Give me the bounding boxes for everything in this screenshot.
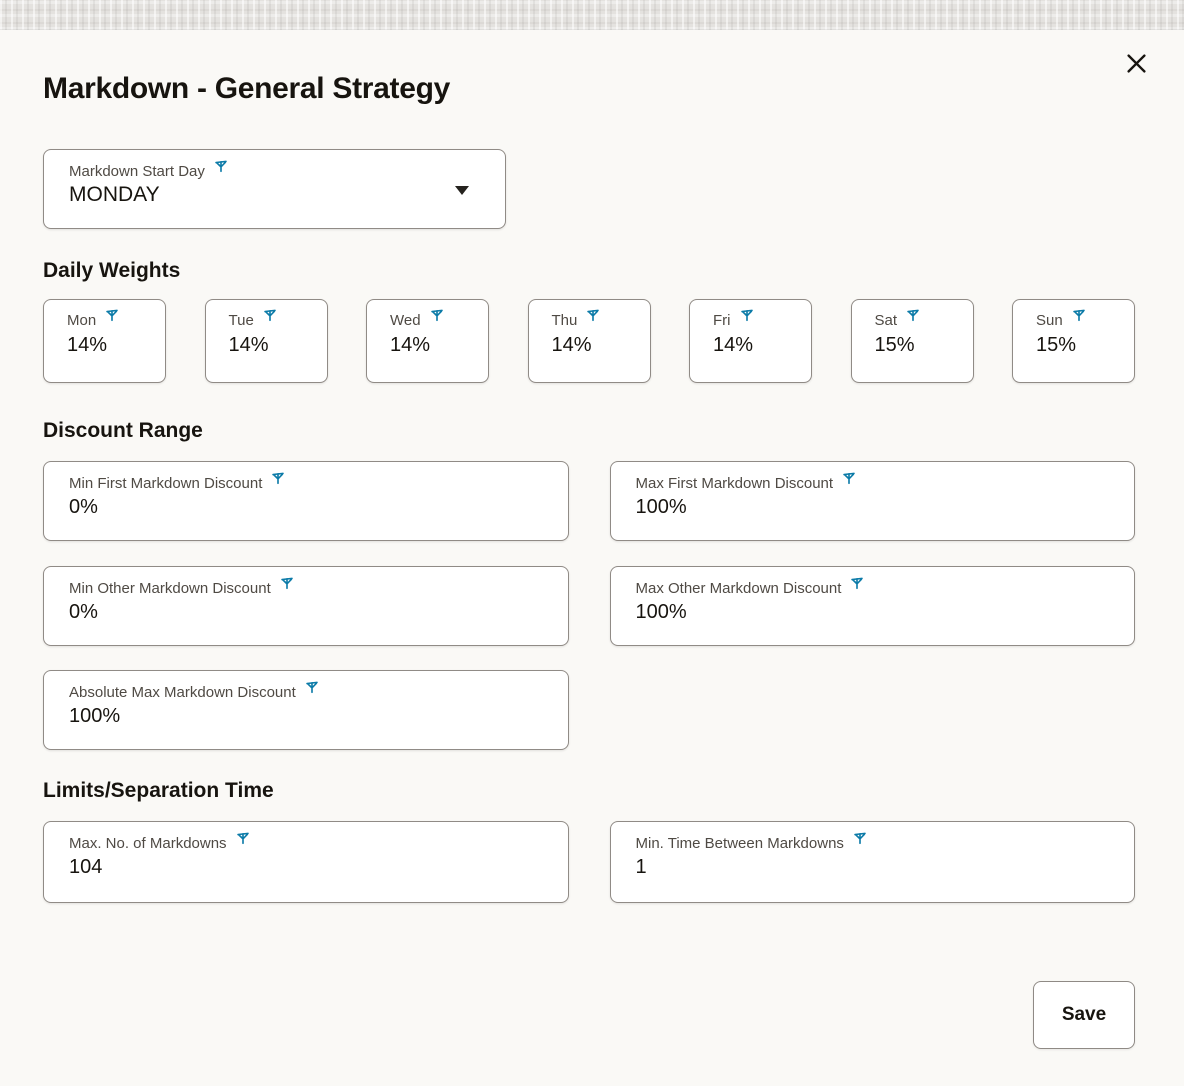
field-value: 100% — [69, 705, 121, 727]
weight-label: Wed — [390, 312, 421, 329]
min-other-markdown-discount-field[interactable]: Min Other Markdown Discount 0% — [43, 566, 569, 646]
weight-value: 14% — [67, 334, 108, 356]
empty-grid-cell — [610, 670, 1136, 750]
weight-field-tue[interactable]: Tue 14% — [204, 299, 328, 383]
markdown-start-day-select[interactable]: Markdown Start Day MONDAY — [43, 149, 506, 229]
weight-field-wed[interactable]: Wed 14% — [366, 299, 489, 383]
page-background-texture — [0, 0, 1184, 30]
field-value: 100% — [635, 496, 687, 518]
dialog-footer: Save — [43, 981, 1135, 1049]
markdown-start-day-label: Markdown Start Day — [69, 163, 205, 180]
weight-field-mon[interactable]: Mon 14% — [43, 299, 166, 383]
field-value: 100% — [635, 601, 687, 623]
weight-label: Fri — [713, 312, 731, 329]
max-first-markdown-discount-field[interactable]: Max First Markdown Discount 100% — [609, 461, 1135, 541]
weight-value: 14% — [390, 334, 431, 356]
max-no-of-markdowns-field[interactable]: Max. No. of Markdowns 104 — [43, 821, 569, 903]
field-value: 1 — [635, 856, 647, 878]
field-label: Min Other Markdown Discount — [69, 580, 271, 597]
required-icon — [106, 309, 118, 322]
field-value: 0% — [69, 496, 98, 518]
weight-value: 15% — [1036, 334, 1077, 356]
weight-field-sat[interactable]: Sat 15% — [850, 299, 974, 383]
required-icon — [215, 160, 227, 173]
discount-range-heading: Discount Range — [43, 419, 203, 442]
absolute-max-markdown-discount-field[interactable]: Absolute Max Markdown Discount 100% — [43, 670, 569, 750]
required-icon — [1072, 309, 1085, 322]
close-button[interactable] — [1122, 49, 1150, 77]
weight-label: Tue — [228, 312, 254, 329]
required-icon — [236, 832, 249, 845]
max-other-markdown-discount-field[interactable]: Max Other Markdown Discount 100% — [609, 566, 1135, 646]
limits-row: Max. No. of Markdowns 104 Min. Time Betw… — [43, 821, 1135, 903]
weight-value: 14% — [713, 334, 754, 356]
min-time-between-markdowns-field[interactable]: Min. Time Between Markdowns 1 — [609, 821, 1135, 903]
field-label: Absolute Max Markdown Discount — [69, 684, 296, 701]
required-icon — [854, 832, 866, 845]
field-value: 0% — [69, 601, 98, 623]
field-label: Max First Markdown Discount — [635, 475, 834, 492]
page-title: Markdown - General Strategy — [43, 72, 451, 105]
required-icon — [843, 472, 855, 485]
field-label: Min. Time Between Markdowns — [635, 835, 844, 852]
close-icon — [1126, 53, 1146, 73]
weight-label: Thu — [551, 312, 578, 329]
weight-label: Sat — [874, 312, 898, 329]
field-label: Min First Markdown Discount — [69, 475, 263, 492]
field-label: Max. No. of Markdowns — [69, 835, 227, 852]
field-value: 104 — [69, 856, 103, 878]
save-button[interactable]: Save — [1033, 981, 1135, 1049]
weight-field-fri[interactable]: Fri 14% — [689, 299, 812, 383]
required-icon — [272, 472, 285, 485]
daily-weights-heading: Daily Weights — [43, 259, 181, 282]
weight-label: Mon — [67, 312, 97, 329]
discount-range-row-2: Min Other Markdown Discount 0% Max Other… — [43, 566, 1135, 646]
weight-value: 14% — [551, 334, 592, 356]
weight-field-sun[interactable]: Sun 15% — [1012, 299, 1135, 383]
discount-range-row-1: Min First Markdown Discount 0% Max First… — [43, 461, 1135, 541]
markdown-start-day-value: MONDAY — [69, 183, 160, 206]
chevron-down-icon — [455, 186, 469, 195]
required-icon — [587, 309, 600, 322]
required-icon — [280, 577, 293, 590]
markdown-general-strategy-dialog: Markdown - General Strategy Markdown Sta… — [0, 30, 1184, 1086]
required-icon — [264, 309, 276, 322]
weight-field-thu[interactable]: Thu 14% — [527, 299, 651, 383]
required-icon — [305, 681, 318, 694]
min-first-markdown-discount-field[interactable]: Min First Markdown Discount 0% — [43, 461, 569, 541]
required-icon — [430, 309, 443, 322]
field-label: Max Other Markdown Discount — [635, 580, 842, 597]
limits-separation-time-heading: Limits/Separation Time — [43, 779, 274, 802]
weight-value: 15% — [874, 334, 915, 356]
required-icon — [907, 309, 919, 322]
required-icon — [740, 309, 753, 322]
weight-value: 14% — [228, 334, 269, 356]
required-icon — [851, 577, 864, 590]
discount-range-row-3: Absolute Max Markdown Discount 100% — [43, 670, 1135, 750]
daily-weights-row: Mon 14% Tue 14% Wed 14% Thu 14% — [43, 299, 1135, 383]
weight-label: Sun — [1036, 312, 1063, 329]
